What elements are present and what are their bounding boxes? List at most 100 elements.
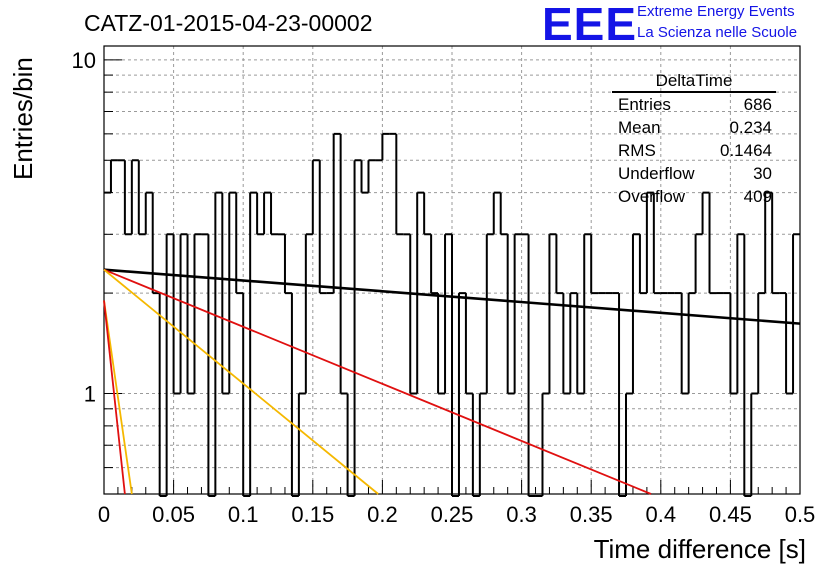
histogram-bin <box>485 233 494 394</box>
stats-box: DeltaTime Entries 686 Mean 0.234 RMS 0.1… <box>610 70 778 208</box>
histogram-bin <box>256 192 265 236</box>
logo-subtitle-2: La Scienza nelle Scuole <box>637 24 798 41</box>
histogram-bin <box>680 293 689 395</box>
histogram-bin <box>353 159 362 496</box>
stats-label: RMS <box>618 141 656 160</box>
histogram-bin <box>228 191 237 394</box>
histogram-bin <box>785 293 794 395</box>
histogram-bin <box>423 192 432 236</box>
x-tick-label: 0.4 <box>646 502 677 527</box>
histogram-bin <box>221 192 230 395</box>
histogram-bin <box>263 191 272 235</box>
y-tick-label: 1 <box>84 382 96 407</box>
fit-line <box>103 269 379 495</box>
histogram-bin <box>729 293 738 395</box>
histogram-bin <box>409 234 418 395</box>
histogram-bin <box>583 233 592 394</box>
histogram-bin <box>492 191 501 235</box>
histogram-bin <box>471 393 480 497</box>
histogram-bin <box>193 233 202 394</box>
stats-row-underflow: Underflow 30 <box>610 162 778 185</box>
x-axis-label: Time difference [s] <box>593 534 806 564</box>
histogram-bin <box>172 234 181 395</box>
page-title: CATZ-01-2015-04-23-00002 <box>84 10 373 36</box>
histogram-bin <box>367 159 376 193</box>
fit-line <box>103 300 126 495</box>
fit-line <box>103 268 801 325</box>
histogram-bin <box>109 159 118 193</box>
eee-logo: EEE <box>542 0 638 50</box>
x-tick-label: 0.35 <box>570 502 613 527</box>
stats-row-overflow: Overflow 409 <box>610 185 778 208</box>
histogram-bin <box>130 159 139 235</box>
histogram-bin <box>527 234 536 497</box>
histogram-bin <box>645 191 654 294</box>
stats-row-entries: Entries 686 <box>610 93 778 116</box>
histogram-bin <box>457 292 466 496</box>
histogram-bin <box>242 293 251 497</box>
histogram-bin <box>381 132 390 161</box>
histogram-bin <box>297 392 306 496</box>
x-tick-label: 0.5 <box>785 502 816 527</box>
histogram-bin <box>214 191 223 496</box>
histogram-bin <box>506 234 515 395</box>
histogram-bin <box>318 160 327 295</box>
stats-label: Underflow <box>618 164 695 183</box>
histogram-bin <box>499 192 508 236</box>
stats-label: Mean <box>618 118 661 137</box>
histogram-bin <box>144 191 153 235</box>
x-tick-label: 0.05 <box>152 502 195 527</box>
histogram-bin <box>346 393 355 497</box>
histogram-bin <box>137 160 146 236</box>
stats-label: Overflow <box>618 187 686 206</box>
histogram-bin <box>750 392 759 496</box>
stats-value: 0.234 <box>729 118 772 137</box>
histogram-bin <box>158 293 167 497</box>
histogram-bin <box>270 192 278 236</box>
x-tick-label: 0.3 <box>506 502 537 527</box>
histogram-bin <box>437 293 446 395</box>
histogram-bin <box>332 132 341 294</box>
histogram-bin <box>555 234 564 295</box>
stats-title: DeltaTime <box>612 70 776 93</box>
histogram-bin <box>311 159 320 235</box>
x-tick-label: 0.15 <box>291 502 334 527</box>
histogram-bin <box>235 192 244 295</box>
histogram-bin <box>186 234 195 395</box>
histogram-bin <box>569 292 578 394</box>
x-tick-label: 0 <box>98 502 110 527</box>
stats-value: 409 <box>743 187 772 206</box>
histogram-bin <box>464 293 473 395</box>
x-tick-label: 0.25 <box>431 502 474 527</box>
histogram-bin <box>339 133 348 395</box>
histogram-bin <box>562 293 571 395</box>
histogram-bin <box>631 233 640 394</box>
histogram-bin <box>165 233 174 496</box>
histogram-bin <box>123 160 132 236</box>
stats-value: 0.1464 <box>720 141 772 160</box>
stats-row-mean: Mean 0.234 <box>610 116 778 139</box>
histogram-bin <box>701 191 710 235</box>
histogram-bin <box>625 392 633 496</box>
histogram-bin <box>743 234 752 497</box>
histogram-bin <box>179 233 188 394</box>
histogram-bin <box>541 392 550 496</box>
histogram-bin <box>708 192 717 295</box>
fit-line <box>103 268 652 495</box>
histogram-bin <box>430 234 439 295</box>
histogram-bin <box>151 192 160 295</box>
logo-subtitle-1: Extreme Energy Events <box>637 3 795 20</box>
histogram-bin <box>304 233 313 394</box>
stats-value: 686 <box>743 95 772 114</box>
stats-value: 30 <box>753 164 772 183</box>
histogram-bin <box>694 233 703 294</box>
histogram-bin <box>764 191 773 294</box>
histogram-bin <box>249 191 258 496</box>
histogram-bin <box>652 192 661 295</box>
histogram-bin <box>290 293 299 497</box>
y-tick-label: 10 <box>72 48 96 73</box>
stats-row-rms: RMS 0.1464 <box>610 139 778 162</box>
histogram-bin <box>771 192 780 295</box>
fit-line <box>103 300 133 495</box>
